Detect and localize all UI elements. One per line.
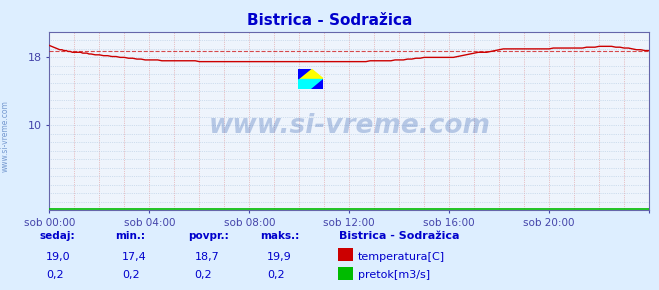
Text: 19,9: 19,9 (267, 251, 292, 262)
Text: sedaj:: sedaj: (40, 231, 75, 241)
Text: min.:: min.: (115, 231, 146, 241)
Text: 19,0: 19,0 (46, 251, 71, 262)
Polygon shape (311, 79, 324, 89)
Text: 18,7: 18,7 (194, 251, 219, 262)
Text: maks.:: maks.: (260, 231, 300, 241)
Text: www.si-vreme.com: www.si-vreme.com (1, 100, 10, 172)
Text: Bistrica - Sodražica: Bistrica - Sodražica (339, 231, 460, 241)
Polygon shape (299, 69, 324, 89)
Text: 17,4: 17,4 (122, 251, 147, 262)
Polygon shape (299, 79, 324, 89)
Polygon shape (299, 69, 311, 79)
Text: povpr.:: povpr.: (188, 231, 229, 241)
Text: 0,2: 0,2 (122, 270, 140, 280)
Text: pretok[m3/s]: pretok[m3/s] (358, 271, 430, 280)
Text: www.si-vreme.com: www.si-vreme.com (208, 113, 490, 139)
Text: 0,2: 0,2 (46, 270, 64, 280)
Text: 0,2: 0,2 (194, 270, 212, 280)
Text: temperatura[C]: temperatura[C] (358, 252, 445, 262)
Text: Bistrica - Sodražica: Bistrica - Sodražica (247, 13, 412, 28)
Text: 0,2: 0,2 (267, 270, 285, 280)
